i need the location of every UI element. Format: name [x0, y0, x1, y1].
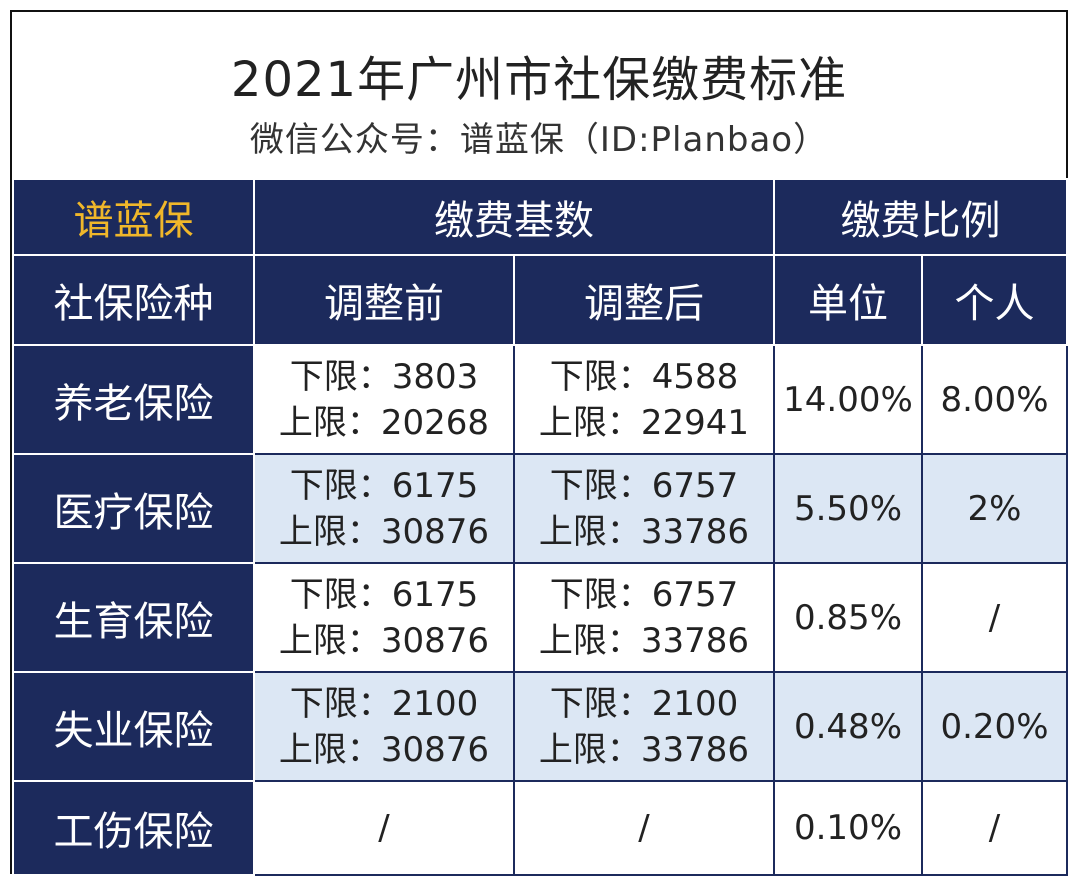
- cell-after: 下限：4588 上限：22941: [513, 344, 775, 455]
- cell-before: 下限：6175 上限：30876: [253, 562, 515, 673]
- col-header-employer: 单位: [773, 254, 923, 346]
- row-label: 医疗保险: [12, 453, 255, 564]
- row-label: 失业保险: [12, 671, 255, 782]
- cell-after: 下限：6757 上限：33786: [513, 562, 775, 673]
- cell-personal-rate: 8.00%: [921, 344, 1068, 455]
- cell-before: 下限：3803 上限：20268: [253, 344, 515, 455]
- table-row: 工伤保险 / / 0.10% /: [12, 780, 1068, 876]
- upper-limit: 上限：33786: [538, 729, 750, 770]
- cell-personal-rate: /: [921, 562, 1068, 673]
- col-header-personal: 个人: [921, 254, 1068, 346]
- upper-limit: 上限：30876: [278, 729, 490, 770]
- table-row: 医疗保险 下限：6175 上限：30876 下限：6757 上限：33786 5…: [12, 453, 1068, 564]
- cell-before: /: [253, 780, 515, 876]
- cell-employer-rate: 0.10%: [773, 780, 923, 876]
- lower-limit: 下限：2100: [549, 683, 739, 724]
- upper-limit: 上限：22941: [538, 402, 750, 443]
- cell-after: 下限：2100 上限：33786: [513, 671, 775, 782]
- column-header-row: 社保险种 调整前 调整后 单位 个人: [12, 254, 1068, 346]
- page-subtitle: 微信公众号：谱蓝保（ID:Planbao）: [249, 120, 829, 160]
- row-label: 工伤保险: [12, 780, 255, 876]
- cell-before: 下限：2100 上限：30876: [253, 671, 515, 782]
- cell-personal-rate: 2%: [921, 453, 1068, 564]
- upper-limit: 上限：33786: [538, 511, 750, 552]
- cell-personal-rate: 0.20%: [921, 671, 1068, 782]
- row-label: 生育保险: [12, 562, 255, 673]
- col-header-after: 调整后: [513, 254, 775, 346]
- table-header: 2021年广州市社保缴费标准 微信公众号：谱蓝保（ID:Planbao）: [12, 12, 1066, 178]
- upper-limit: 上限：30876: [278, 511, 490, 552]
- cell-after: 下限：6757 上限：33786: [513, 453, 775, 564]
- table-frame: 2021年广州市社保缴费标准 微信公众号：谱蓝保（ID:Planbao） 谱蓝保…: [10, 10, 1068, 876]
- row-label: 养老保险: [12, 344, 255, 455]
- cell-after: /: [513, 780, 775, 876]
- upper-limit: 上限：20268: [278, 402, 490, 443]
- brand-label: 谱蓝保: [12, 178, 255, 256]
- col-header-before: 调整前: [253, 254, 515, 346]
- lower-limit: 下限：2100: [289, 683, 479, 724]
- lower-limit: 下限：3803: [289, 356, 479, 397]
- cell-before: 下限：6175 上限：30876: [253, 453, 515, 564]
- social-insurance-table: 谱蓝保 缴费基数 缴费比例 社保险种 调整前 调整后 单位 个人 养老保险 下限…: [12, 178, 1068, 876]
- cell-employer-rate: 14.00%: [773, 344, 923, 455]
- table-row: 养老保险 下限：3803 上限：20268 下限：4588 上限：22941 1…: [12, 344, 1068, 455]
- lower-limit: 下限：6175: [289, 574, 479, 615]
- col-header-type: 社保险种: [12, 254, 255, 346]
- cell-personal-rate: /: [921, 780, 1068, 876]
- group-ratio-header: 缴费比例: [773, 178, 1068, 256]
- lower-limit: 下限：6175: [289, 465, 479, 506]
- lower-limit: 下限：4588: [549, 356, 739, 397]
- table-row: 失业保险 下限：2100 上限：30876 下限：2100 上限：33786 0…: [12, 671, 1068, 782]
- group-base-header: 缴费基数: [253, 178, 775, 256]
- table-row: 生育保险 下限：6175 上限：30876 下限：6757 上限：33786 0…: [12, 562, 1068, 673]
- upper-limit: 上限：33786: [538, 620, 750, 661]
- upper-limit: 上限：30876: [278, 620, 490, 661]
- page-title: 2021年广州市社保缴费标准: [230, 52, 848, 108]
- cell-employer-rate: 0.85%: [773, 562, 923, 673]
- cell-employer-rate: 0.48%: [773, 671, 923, 782]
- cell-employer-rate: 5.50%: [773, 453, 923, 564]
- lower-limit: 下限：6757: [549, 465, 739, 506]
- lower-limit: 下限：6757: [549, 574, 739, 615]
- group-header-row: 谱蓝保 缴费基数 缴费比例: [12, 178, 1068, 256]
